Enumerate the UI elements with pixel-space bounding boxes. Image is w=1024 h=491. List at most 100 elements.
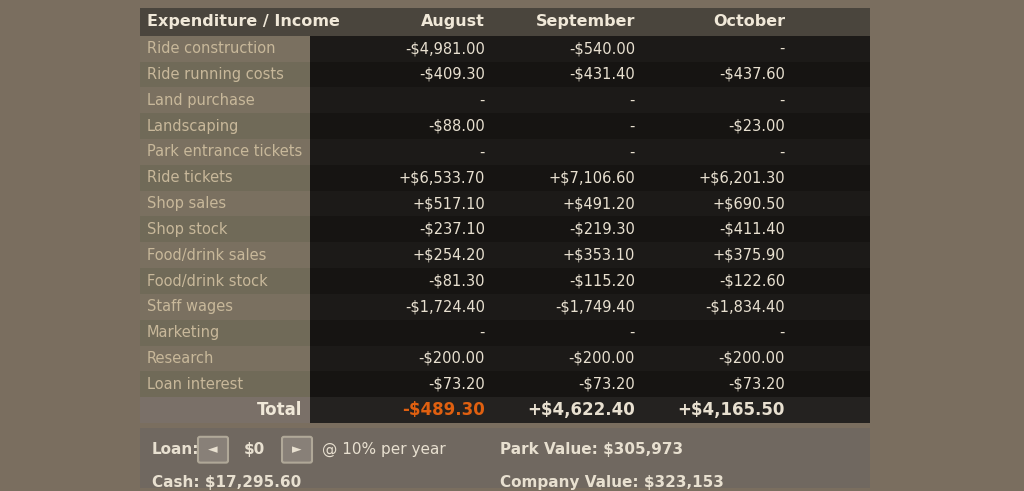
FancyBboxPatch shape bbox=[310, 371, 870, 397]
Text: -: - bbox=[630, 119, 635, 134]
Text: Cash: $17,295.60: Cash: $17,295.60 bbox=[152, 475, 301, 490]
Text: Shop stock: Shop stock bbox=[147, 222, 227, 237]
FancyBboxPatch shape bbox=[198, 437, 228, 463]
Text: Research: Research bbox=[147, 351, 214, 366]
Text: Loan:: Loan: bbox=[152, 442, 200, 457]
Text: -$489.30: -$489.30 bbox=[402, 401, 485, 419]
Text: +$353.10: +$353.10 bbox=[562, 247, 635, 263]
Text: Food/drink sales: Food/drink sales bbox=[147, 247, 266, 263]
Text: Landscaping: Landscaping bbox=[147, 119, 240, 134]
FancyBboxPatch shape bbox=[140, 346, 310, 371]
FancyBboxPatch shape bbox=[140, 165, 310, 191]
Text: -$73.20: -$73.20 bbox=[579, 377, 635, 392]
FancyBboxPatch shape bbox=[310, 294, 870, 320]
Text: -: - bbox=[630, 144, 635, 160]
Text: -$88.00: -$88.00 bbox=[428, 119, 485, 134]
FancyBboxPatch shape bbox=[310, 268, 870, 294]
Text: Ride construction: Ride construction bbox=[147, 41, 275, 56]
Text: -: - bbox=[479, 325, 485, 340]
FancyBboxPatch shape bbox=[140, 113, 310, 139]
Text: +$375.90: +$375.90 bbox=[713, 247, 785, 263]
FancyBboxPatch shape bbox=[140, 294, 310, 320]
Text: -: - bbox=[779, 325, 785, 340]
FancyBboxPatch shape bbox=[140, 8, 870, 36]
FancyBboxPatch shape bbox=[140, 191, 310, 217]
Text: -$1,749.40: -$1,749.40 bbox=[555, 300, 635, 314]
FancyBboxPatch shape bbox=[140, 268, 310, 294]
Text: Company Value: $323,153: Company Value: $323,153 bbox=[500, 475, 724, 490]
Text: ►: ► bbox=[292, 443, 302, 456]
FancyBboxPatch shape bbox=[140, 397, 310, 423]
Text: +$690.50: +$690.50 bbox=[713, 196, 785, 211]
FancyBboxPatch shape bbox=[310, 36, 870, 61]
Text: Ride tickets: Ride tickets bbox=[147, 170, 232, 185]
FancyBboxPatch shape bbox=[310, 397, 870, 423]
Text: -$73.20: -$73.20 bbox=[428, 377, 485, 392]
Text: $0: $0 bbox=[244, 442, 264, 457]
Text: +$491.20: +$491.20 bbox=[562, 196, 635, 211]
Text: September: September bbox=[536, 14, 635, 29]
Text: -$23.00: -$23.00 bbox=[728, 119, 785, 134]
Text: -$200.00: -$200.00 bbox=[719, 351, 785, 366]
Text: -$73.20: -$73.20 bbox=[728, 377, 785, 392]
Text: -$219.30: -$219.30 bbox=[569, 222, 635, 237]
Text: Expenditure / Income: Expenditure / Income bbox=[147, 14, 340, 29]
FancyBboxPatch shape bbox=[140, 36, 310, 61]
FancyBboxPatch shape bbox=[310, 346, 870, 371]
FancyBboxPatch shape bbox=[310, 191, 870, 217]
FancyBboxPatch shape bbox=[140, 139, 310, 165]
Text: -$81.30: -$81.30 bbox=[428, 273, 485, 289]
Text: Park entrance tickets: Park entrance tickets bbox=[147, 144, 302, 160]
Text: -$4,981.00: -$4,981.00 bbox=[406, 41, 485, 56]
FancyBboxPatch shape bbox=[310, 320, 870, 346]
Text: -$122.60: -$122.60 bbox=[719, 273, 785, 289]
Text: +$6,201.30: +$6,201.30 bbox=[698, 170, 785, 185]
Text: -$431.40: -$431.40 bbox=[569, 67, 635, 82]
FancyBboxPatch shape bbox=[140, 428, 870, 491]
Text: +$4,165.50: +$4,165.50 bbox=[678, 401, 785, 419]
Text: Ride running costs: Ride running costs bbox=[147, 67, 284, 82]
Text: -: - bbox=[779, 144, 785, 160]
Text: -$1,834.40: -$1,834.40 bbox=[706, 300, 785, 314]
Text: -: - bbox=[630, 93, 635, 108]
Text: -: - bbox=[479, 144, 485, 160]
Text: October: October bbox=[713, 14, 785, 29]
Text: +$4,622.40: +$4,622.40 bbox=[527, 401, 635, 419]
Text: Staff wages: Staff wages bbox=[147, 300, 233, 314]
Text: +$6,533.70: +$6,533.70 bbox=[398, 170, 485, 185]
FancyBboxPatch shape bbox=[282, 437, 312, 463]
Text: -$540.00: -$540.00 bbox=[569, 41, 635, 56]
Text: -: - bbox=[779, 41, 785, 56]
Text: Loan interest: Loan interest bbox=[147, 377, 243, 392]
Text: ◄: ◄ bbox=[208, 443, 218, 456]
FancyBboxPatch shape bbox=[310, 165, 870, 191]
FancyBboxPatch shape bbox=[140, 217, 310, 242]
Text: -$437.60: -$437.60 bbox=[719, 67, 785, 82]
FancyBboxPatch shape bbox=[310, 61, 870, 87]
Text: -$237.10: -$237.10 bbox=[419, 222, 485, 237]
FancyBboxPatch shape bbox=[310, 139, 870, 165]
Text: Shop sales: Shop sales bbox=[147, 196, 226, 211]
Text: -: - bbox=[479, 93, 485, 108]
FancyBboxPatch shape bbox=[140, 371, 310, 397]
Text: -$115.20: -$115.20 bbox=[569, 273, 635, 289]
Text: +$517.10: +$517.10 bbox=[413, 196, 485, 211]
FancyBboxPatch shape bbox=[310, 217, 870, 242]
Text: +$254.20: +$254.20 bbox=[412, 247, 485, 263]
Text: +$7,106.60: +$7,106.60 bbox=[548, 170, 635, 185]
Text: -$411.40: -$411.40 bbox=[719, 222, 785, 237]
Text: Total: Total bbox=[257, 401, 302, 419]
Text: -$200.00: -$200.00 bbox=[568, 351, 635, 366]
FancyBboxPatch shape bbox=[140, 242, 310, 268]
Text: Marketing: Marketing bbox=[147, 325, 220, 340]
FancyBboxPatch shape bbox=[140, 61, 310, 87]
FancyBboxPatch shape bbox=[310, 87, 870, 113]
FancyBboxPatch shape bbox=[310, 242, 870, 268]
FancyBboxPatch shape bbox=[140, 320, 310, 346]
Text: -: - bbox=[630, 325, 635, 340]
Text: Food/drink stock: Food/drink stock bbox=[147, 273, 267, 289]
Text: Land purchase: Land purchase bbox=[147, 93, 255, 108]
Text: -$409.30: -$409.30 bbox=[419, 67, 485, 82]
Text: August: August bbox=[421, 14, 485, 29]
Text: -$1,724.40: -$1,724.40 bbox=[406, 300, 485, 314]
